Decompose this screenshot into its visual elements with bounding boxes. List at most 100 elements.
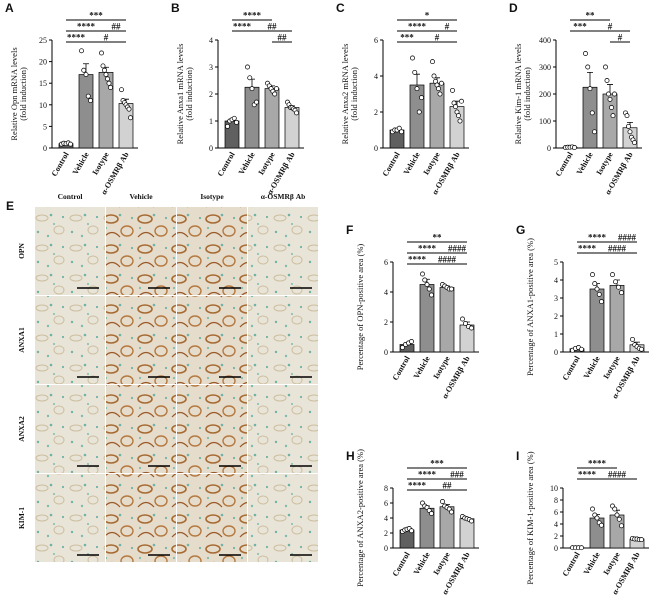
- y-tick-label: 1: [209, 117, 213, 126]
- data-point: [119, 87, 124, 93]
- data-point: [639, 537, 644, 543]
- significance-label: ***: [400, 33, 414, 43]
- micrograph-tile: [177, 474, 247, 562]
- data-point: [439, 80, 444, 86]
- data-point: [453, 104, 458, 110]
- data-point: [100, 63, 106, 69]
- data-point: [437, 91, 443, 97]
- data-point: [612, 506, 618, 512]
- data-point: [409, 528, 414, 534]
- y-axis-label: Percentage of ANXA2-positive area (%): [355, 449, 365, 587]
- significance-label: ****: [578, 470, 597, 480]
- data-point: [231, 115, 237, 121]
- data-point: [614, 512, 620, 518]
- x-tick-label: Vehicle: [237, 150, 257, 176]
- data-point: [422, 277, 428, 283]
- data-point: [274, 86, 279, 92]
- data-point: [410, 55, 415, 61]
- x-tick-label: Vehicle: [575, 150, 595, 176]
- data-point: [592, 129, 597, 135]
- data-point: [639, 346, 644, 352]
- x-tick-label: Control: [561, 550, 582, 578]
- micrograph-tile: [35, 385, 105, 473]
- x-tick-label: Vehicle: [412, 354, 432, 380]
- significance-label: ##: [112, 22, 122, 32]
- y-tick-label: 0: [547, 144, 551, 153]
- y-tick-label: 100: [539, 117, 551, 126]
- panel-letter: I: [516, 449, 519, 463]
- y-tick-label: 4: [384, 514, 388, 523]
- panel-letter: B: [171, 1, 180, 15]
- y-tick-label: 0: [384, 348, 388, 357]
- y-tick-label: 0: [374, 144, 378, 153]
- micrograph-tile: [248, 474, 318, 562]
- y-tick-label: 1: [554, 330, 558, 339]
- y-tick-label: 0: [554, 348, 558, 357]
- data-point: [594, 515, 600, 521]
- x-tick-label: Control: [50, 150, 71, 178]
- micrograph-tile: [177, 385, 247, 473]
- significance-label: #: [445, 22, 450, 32]
- significance-label: ##: [278, 33, 288, 43]
- data-point: [616, 516, 622, 522]
- significance-label: ###: [450, 470, 464, 480]
- y-axis-label: Percentage of OPN-positive area (%): [355, 244, 365, 371]
- data-point: [68, 141, 73, 147]
- data-point: [102, 67, 107, 73]
- error-bar: [249, 78, 255, 88]
- row-label: OPN: [17, 243, 26, 259]
- error-bar: [414, 73, 420, 85]
- y-tick-label: 8: [384, 484, 388, 493]
- data-point: [599, 522, 604, 528]
- micrograph-tile: [35, 296, 105, 384]
- y-tick-label: 4: [384, 288, 388, 297]
- micrograph-tile: [177, 207, 247, 295]
- data-point: [436, 86, 441, 92]
- significance-label: ##: [268, 22, 278, 32]
- y-tick-label: 0: [209, 144, 213, 153]
- data-point: [599, 299, 604, 305]
- y-tick-label: 400: [539, 36, 551, 45]
- data-point: [583, 51, 588, 56]
- data-point: [108, 85, 113, 90]
- x-tick-label: Isotype: [601, 354, 621, 380]
- data-point: [396, 125, 402, 131]
- y-tick-label: 4: [374, 72, 378, 81]
- data-point: [420, 271, 425, 277]
- data-point: [610, 272, 615, 278]
- data-point: [596, 291, 602, 297]
- data-point: [603, 64, 608, 70]
- data-point: [627, 129, 633, 135]
- column-label: Isotype: [200, 192, 224, 201]
- x-tick-label: Isotype: [421, 150, 441, 176]
- data-point: [234, 119, 239, 125]
- y-tick-label: 0: [43, 144, 47, 153]
- y-tick-label: 20: [39, 58, 47, 67]
- data-point: [426, 286, 432, 292]
- data-point: [449, 286, 454, 292]
- y-tick-label: 15: [39, 79, 47, 88]
- data-point: [456, 113, 461, 119]
- micrograph-tile: [248, 207, 318, 295]
- panel-letter: G: [516, 223, 525, 237]
- y-tick-label: 2: [384, 318, 388, 327]
- bar: [589, 288, 605, 353]
- y-tick-label: 10: [39, 101, 47, 110]
- micrograph-tile: [106, 385, 176, 473]
- y-axis-label: (fold induction): [522, 67, 532, 121]
- micrograph-tile: [106, 296, 176, 384]
- data-point: [449, 509, 454, 515]
- x-tick-label: Control: [391, 550, 412, 578]
- significance-label: ####: [618, 233, 637, 243]
- y-tick-label: 2: [384, 529, 388, 538]
- y-axis-label: (fold induction): [18, 67, 28, 121]
- x-tick-label: Isotype: [431, 354, 451, 380]
- data-point: [81, 67, 87, 73]
- data-point: [624, 113, 630, 119]
- significance-label: ****: [408, 255, 427, 265]
- data-point: [128, 115, 133, 121]
- bar: [78, 74, 94, 149]
- data-point: [424, 282, 430, 287]
- significance-label: #: [608, 22, 613, 32]
- data-point: [272, 91, 278, 97]
